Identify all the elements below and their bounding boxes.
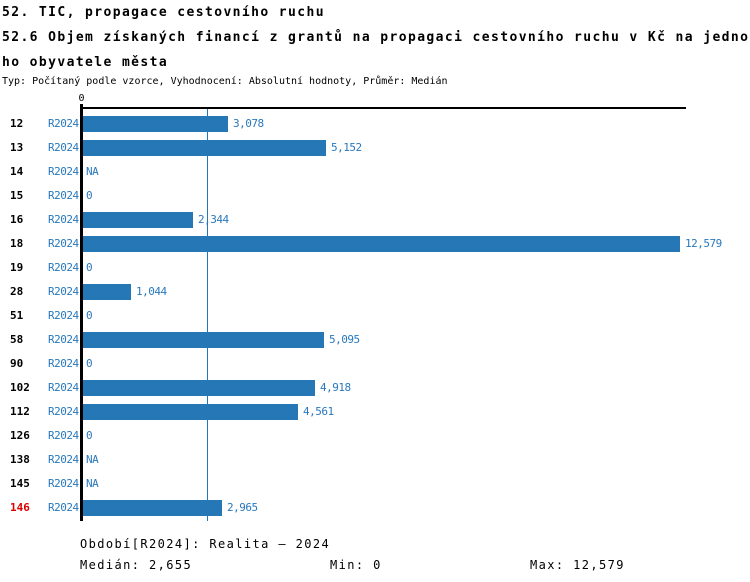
value-label: 0 [86,429,93,442]
value-label: 12,579 [685,237,722,250]
value-label: NA [86,477,99,490]
category-label: 58 [10,333,24,346]
category-label: 14 [10,165,24,178]
x-axis-line [80,107,686,109]
value-label: NA [86,453,99,466]
period-label: R2024 [48,165,79,178]
value-label: 0 [86,261,93,274]
value-label: 5,095 [329,333,360,346]
value-bar [83,332,324,348]
chart-meta: Typ: Počítaný podle vzorce, Vyhodnocení:… [2,76,448,87]
period-label: R2024 [48,381,79,394]
category-label: 90 [10,357,24,370]
category-label: 112 [10,405,30,418]
category-label: 146 [10,501,30,514]
period-label: R2024 [48,501,79,514]
period-label: R2024 [48,141,79,154]
value-label: 2,965 [227,501,258,514]
category-label: 51 [10,309,24,322]
period-label: R2024 [48,189,79,202]
period-label: R2024 [48,333,79,346]
category-label: 19 [10,261,24,274]
category-label: 13 [10,141,24,154]
footer-median: Medián: 2,655 [80,558,193,572]
value-bar [83,236,680,252]
category-label: 138 [10,453,30,466]
period-label: R2024 [48,117,79,130]
zero-tick-label: 0 [78,93,85,104]
period-label: R2024 [48,453,79,466]
median-line [207,109,208,521]
period-label: R2024 [48,405,79,418]
category-label: 28 [10,285,24,298]
value-label: 4,918 [320,381,351,394]
subtitle-line-2: ho obyvatele města [2,55,169,70]
category-label: 102 [10,381,30,394]
period-label: R2024 [48,285,79,298]
value-bar [83,380,315,396]
footer-period: Období[R2024]: Realita – 2024 [80,537,331,551]
period-label: R2024 [48,237,79,250]
value-label: 5,152 [331,141,362,154]
value-bar [83,140,326,156]
footer-min: Min: 0 [330,558,382,572]
period-label: R2024 [48,213,79,226]
value-label: 0 [86,357,93,370]
footer-max: Max: 12,579 [530,558,625,572]
category-label: 18 [10,237,24,250]
value-bar [83,500,222,516]
value-label: 2,344 [198,213,229,226]
subtitle-line-1: 52.6 Objem získaných financí z grantů na… [2,30,750,45]
value-label: 1,044 [136,285,167,298]
period-label: R2024 [48,261,79,274]
value-label: 4,561 [303,405,334,418]
period-label: R2024 [48,357,79,370]
value-bar [83,116,228,132]
value-bar [83,404,298,420]
category-label: 16 [10,213,24,226]
category-label: 12 [10,117,24,130]
value-label: 3,078 [233,117,264,130]
period-label: R2024 [48,429,79,442]
category-label: 126 [10,429,30,442]
category-label: 15 [10,189,24,202]
y-axis-line [80,104,83,521]
page-title: 52. TIC, propagace cestovního ruchu [2,5,325,20]
value-label: NA [86,165,99,178]
value-label: 0 [86,189,93,202]
value-label: 0 [86,309,93,322]
category-label: 145 [10,477,30,490]
value-bar [83,212,193,228]
value-bar [83,284,131,300]
period-label: R2024 [48,477,79,490]
period-label: R2024 [48,309,79,322]
